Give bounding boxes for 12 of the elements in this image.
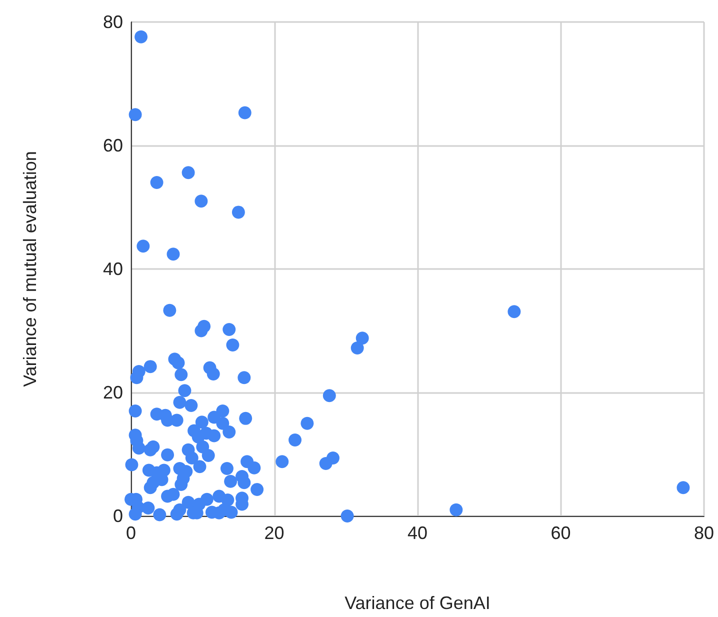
y-axis-title: Variance of mutual evaluation bbox=[20, 151, 40, 387]
y-tick-label: 80 bbox=[102, 12, 123, 32]
y-tick-label: 60 bbox=[102, 136, 123, 156]
x-tick-label: 0 bbox=[126, 523, 136, 543]
x-tick-label: 80 bbox=[694, 523, 714, 543]
y-tick-label: 20 bbox=[102, 382, 123, 402]
y-tick-label: 40 bbox=[102, 259, 123, 279]
y-tick-label: 0 bbox=[112, 506, 123, 526]
x-tick-label: 60 bbox=[550, 523, 571, 543]
x-axis-title: Variance of GenAI bbox=[344, 593, 490, 613]
x-tick-label: 40 bbox=[407, 523, 428, 543]
x-tick-label: 20 bbox=[264, 523, 284, 543]
